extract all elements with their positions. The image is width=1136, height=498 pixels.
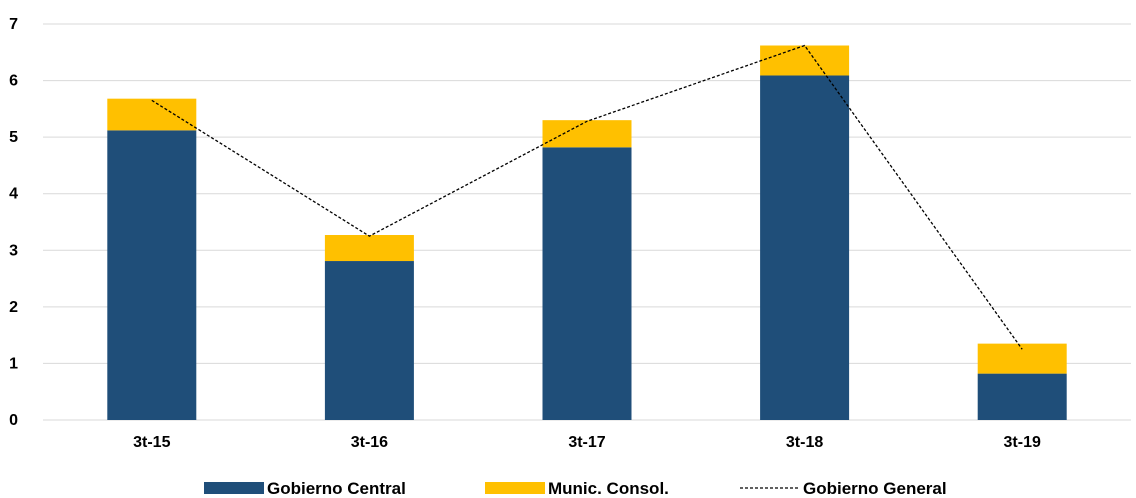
y-tick-label: 0 <box>9 412 18 429</box>
x-tick-label: 3t-15 <box>133 434 170 451</box>
x-axis-ticks: 3t-15 3t-16 3t-17 3t-18 3t-19 <box>133 434 1041 451</box>
legend-item-0: Gobierno Central <box>204 479 406 498</box>
legend-swatch <box>204 482 264 494</box>
y-tick-label: 7 <box>9 16 18 33</box>
bar-munic-consol-3t-15 <box>107 98 197 131</box>
legend-swatch <box>485 482 545 494</box>
y-tick-label: 1 <box>9 355 18 372</box>
bar-gobierno-central-3t-15 <box>107 130 197 420</box>
legend-label: Gobierno General <box>803 479 947 498</box>
x-tick-label: 3t-18 <box>786 434 823 451</box>
bar-munic-consol-3t-16 <box>324 235 414 262</box>
x-tick-label: 3t-19 <box>1004 434 1041 451</box>
legend-label: Munic. Consol. <box>548 479 669 498</box>
line-gobierno-general <box>151 44 1023 350</box>
y-tick-label: 5 <box>9 129 18 146</box>
bar-gobierno-central-3t-17 <box>542 147 632 420</box>
legend-item-2: Gobierno General <box>740 479 947 498</box>
x-tick-label: 3t-17 <box>568 434 605 451</box>
y-tick-label: 2 <box>9 299 18 316</box>
bar-munic-consol-3t-19 <box>977 343 1067 374</box>
y-tick-label: 6 <box>9 73 18 90</box>
legend: Gobierno Central Munic. Consol. Gobierno G… <box>204 479 947 498</box>
bar-munic-consol-3t-17 <box>542 120 632 148</box>
gobierno-general-line <box>151 44 1023 350</box>
legend-label: Gobierno Central <box>267 479 406 498</box>
y-axis-ticks: 0 1 2 3 4 5 6 7 <box>9 16 18 429</box>
bar-gobierno-central-3t-19 <box>977 373 1067 420</box>
x-tick-label: 3t-16 <box>351 434 388 451</box>
bar-gobierno-central-3t-18 <box>760 75 850 420</box>
y-tick-label: 4 <box>9 186 18 203</box>
bar-munic-consol-3t-18 <box>760 45 850 76</box>
legend-item-1: Munic. Consol. <box>485 479 669 498</box>
bars <box>107 45 1067 420</box>
bar-gobierno-central-3t-16 <box>324 261 414 420</box>
y-tick-label: 3 <box>9 242 18 259</box>
